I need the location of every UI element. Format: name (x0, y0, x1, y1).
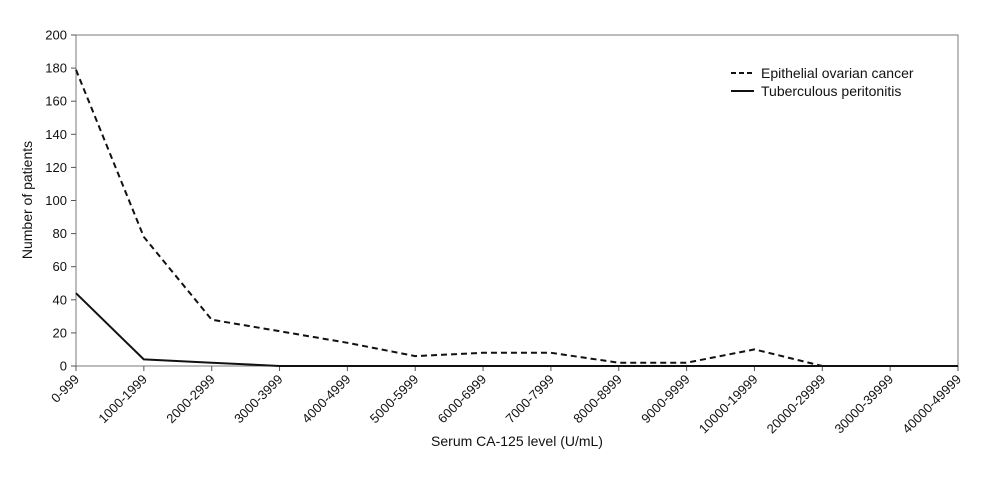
x-tick-label: 20000-29999 (764, 372, 829, 437)
x-tick-label: 10000-19999 (696, 372, 761, 437)
series-line-1 (75, 69, 958, 367)
y-tick-label: 20 (53, 325, 67, 340)
x-tick-label: 0-999 (48, 372, 82, 406)
legend-label-1: Epithelial ovarian cancer (761, 65, 914, 81)
x-tick-label: 4000-4999 (299, 372, 354, 427)
y-tick-label: 180 (45, 61, 67, 76)
x-tick-label: 6000-6999 (435, 372, 490, 427)
x-tick-label: 40000-49999 (899, 372, 964, 437)
y-tick-label: 140 (45, 127, 67, 142)
x-tick-label: 7000-7999 (502, 372, 557, 427)
x-tick-label: 5000-5999 (367, 372, 422, 427)
x-tick-label: 2000-2999 (163, 372, 218, 427)
x-axis: 0-999 1000-1999 2000-2999 3000-3999 4000-499… (48, 366, 964, 436)
x-axis-title: Serum CA-125 level (U/mL) (431, 433, 603, 449)
x-tick-label: 3000-3999 (231, 372, 286, 427)
y-tick-label: 40 (53, 292, 67, 307)
y-axis-title: Number of patients (19, 141, 35, 259)
y-tick-label: 120 (45, 160, 67, 175)
x-tick-label: 9000-9999 (638, 372, 693, 427)
legend: Epithelial ovarian cancer Tuberculous per… (731, 65, 914, 99)
y-tick-label: 60 (53, 259, 67, 274)
x-tick-label: 30000-39999 (831, 372, 896, 437)
series-line-2 (75, 292, 958, 367)
y-tick-label: 160 (45, 94, 67, 109)
y-axis: 0 20 40 60 80 100 120 140 160 180 200 (45, 28, 76, 374)
series-layer (75, 69, 958, 367)
legend-label-2: Tuberculous peritonitis (761, 83, 901, 99)
y-tick-label: 200 (45, 28, 67, 43)
y-tick-label: 80 (53, 226, 67, 241)
y-tick-label: 100 (45, 193, 67, 208)
y-tick-label: 0 (60, 359, 67, 374)
x-tick-label: 1000-1999 (95, 372, 150, 427)
x-tick-label: 8000-8999 (570, 372, 625, 427)
